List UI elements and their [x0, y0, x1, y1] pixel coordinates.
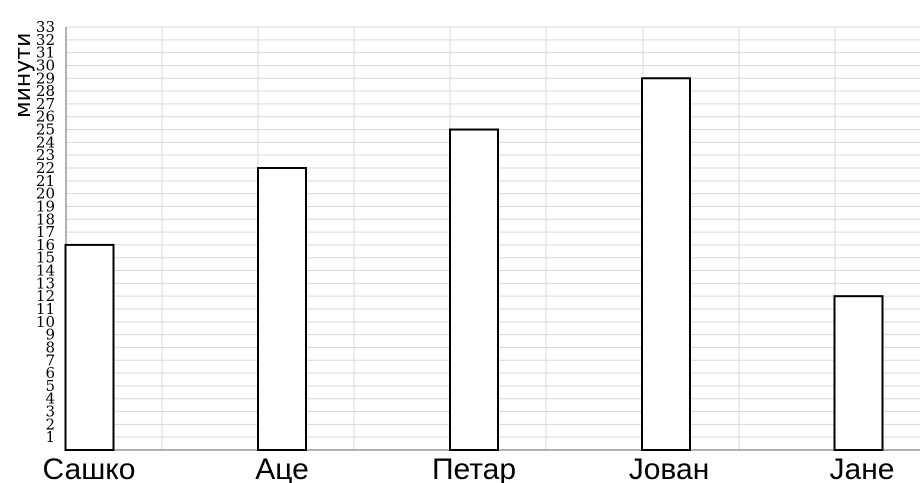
y-tick-label: 4	[45, 390, 55, 408]
y-tick-label: 32	[36, 31, 55, 49]
y-tick-label: 20	[36, 185, 55, 203]
bar-5	[833, 295, 884, 451]
y-tick-label: 11	[36, 300, 55, 318]
y-tick-label: 31	[36, 44, 55, 62]
y-tick-label: 19	[36, 197, 55, 215]
y-tick-label: 30	[36, 56, 55, 74]
y-tick-label: 29	[36, 69, 55, 87]
y-tick-labels: 1234567891011121314151617181920212223242…	[36, 18, 55, 446]
y-tick-label: 27	[36, 95, 55, 113]
y-tick-label: 3	[45, 403, 55, 421]
category-label: Петар	[432, 453, 516, 483]
y-tick-label: 10	[36, 313, 55, 331]
bars	[64, 77, 884, 452]
y-tick-label: 26	[36, 108, 55, 126]
y-tick-label: 17	[36, 223, 55, 241]
y-tick-label: 14	[36, 262, 55, 280]
y-tick-label: 23	[36, 146, 55, 164]
y-tick-label: 21	[36, 172, 55, 190]
y-tick-label: 25	[36, 121, 55, 139]
y-tick-label: 33	[36, 18, 55, 36]
bar-3	[449, 128, 499, 452]
y-tick-label: 24	[36, 133, 55, 151]
bar-2	[257, 167, 307, 451]
y-tick-label: 12	[36, 287, 55, 305]
y-tick-label: 13	[36, 274, 55, 292]
y-tick-label: 16	[36, 236, 55, 254]
bar-4	[641, 77, 691, 451]
category-label: Јован	[629, 453, 710, 483]
category-label: Јане	[830, 453, 895, 483]
y-tick-label: 28	[36, 82, 55, 100]
y-tick-label: 7	[45, 351, 55, 369]
y-tick-label: 9	[45, 326, 55, 344]
y-tick-label: 5	[45, 377, 55, 395]
y-tick-label: 18	[36, 210, 55, 228]
y-tick-label: 6	[45, 364, 55, 382]
y-axis-label: минути	[11, 33, 36, 118]
y-tick-label: 8	[45, 338, 55, 356]
y-tick-label: 2	[45, 415, 55, 433]
x-category-labels: Сашко Аце Петар Јован Јане	[43, 453, 895, 483]
y-tick-label: 15	[36, 249, 55, 267]
y-tick-label: 22	[36, 159, 55, 177]
category-label: Аце	[255, 453, 309, 483]
bar-1	[64, 243, 115, 451]
y-tick-label: 1	[45, 428, 55, 446]
category-label: Сашко	[43, 453, 136, 483]
